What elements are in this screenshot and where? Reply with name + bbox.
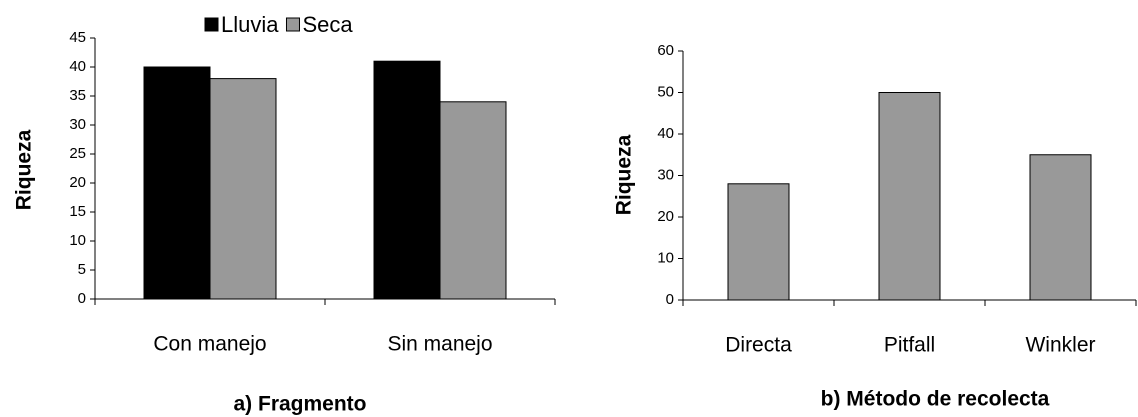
y-tick-label: 0 [78, 290, 86, 307]
x-tick-label: Winkler [1025, 334, 1095, 357]
y-tick-label: 35 [69, 87, 86, 104]
y-tick-label: 60 [657, 42, 674, 59]
y-tick-label: 40 [69, 58, 86, 75]
x-axis-label: b) Método de recolecta [821, 388, 1050, 411]
y-tick-label: 30 [657, 166, 674, 183]
y-tick-label: 10 [69, 232, 86, 249]
y-tick-label: 20 [657, 208, 674, 225]
y-tick-label: 10 [657, 249, 674, 266]
y-tick-label: 5 [78, 261, 86, 278]
bar [727, 183, 790, 301]
y-tick-label: 20 [69, 174, 86, 191]
bar [373, 60, 441, 300]
legend-swatch [285, 17, 300, 32]
y-tick-label: 50 [657, 83, 674, 100]
y-axis-label: Riqueza [613, 134, 636, 215]
bar [209, 78, 277, 300]
bar [1029, 154, 1092, 301]
x-axis-label: a) Fragmento [233, 393, 366, 416]
y-axis-label: Riqueza [13, 129, 36, 210]
x-tick-label: Con manejo [153, 333, 266, 356]
legend-swatch [204, 17, 219, 32]
legend-label: Seca [302, 12, 353, 37]
x-tick-label: Sin manejo [387, 333, 492, 356]
x-tick-label: Directa [725, 334, 792, 357]
y-tick-label: 30 [69, 116, 86, 133]
y-tick-label: 25 [69, 145, 86, 162]
bar [878, 92, 941, 301]
bar [143, 66, 211, 300]
x-tick-label: Pitfall [884, 334, 935, 357]
bar [439, 101, 507, 300]
y-tick-label: 40 [657, 125, 674, 142]
y-tick-label: 0 [666, 291, 674, 308]
y-tick-label: 15 [69, 203, 86, 220]
legend-label: Lluvia [221, 12, 279, 37]
y-tick-label: 45 [69, 29, 86, 46]
